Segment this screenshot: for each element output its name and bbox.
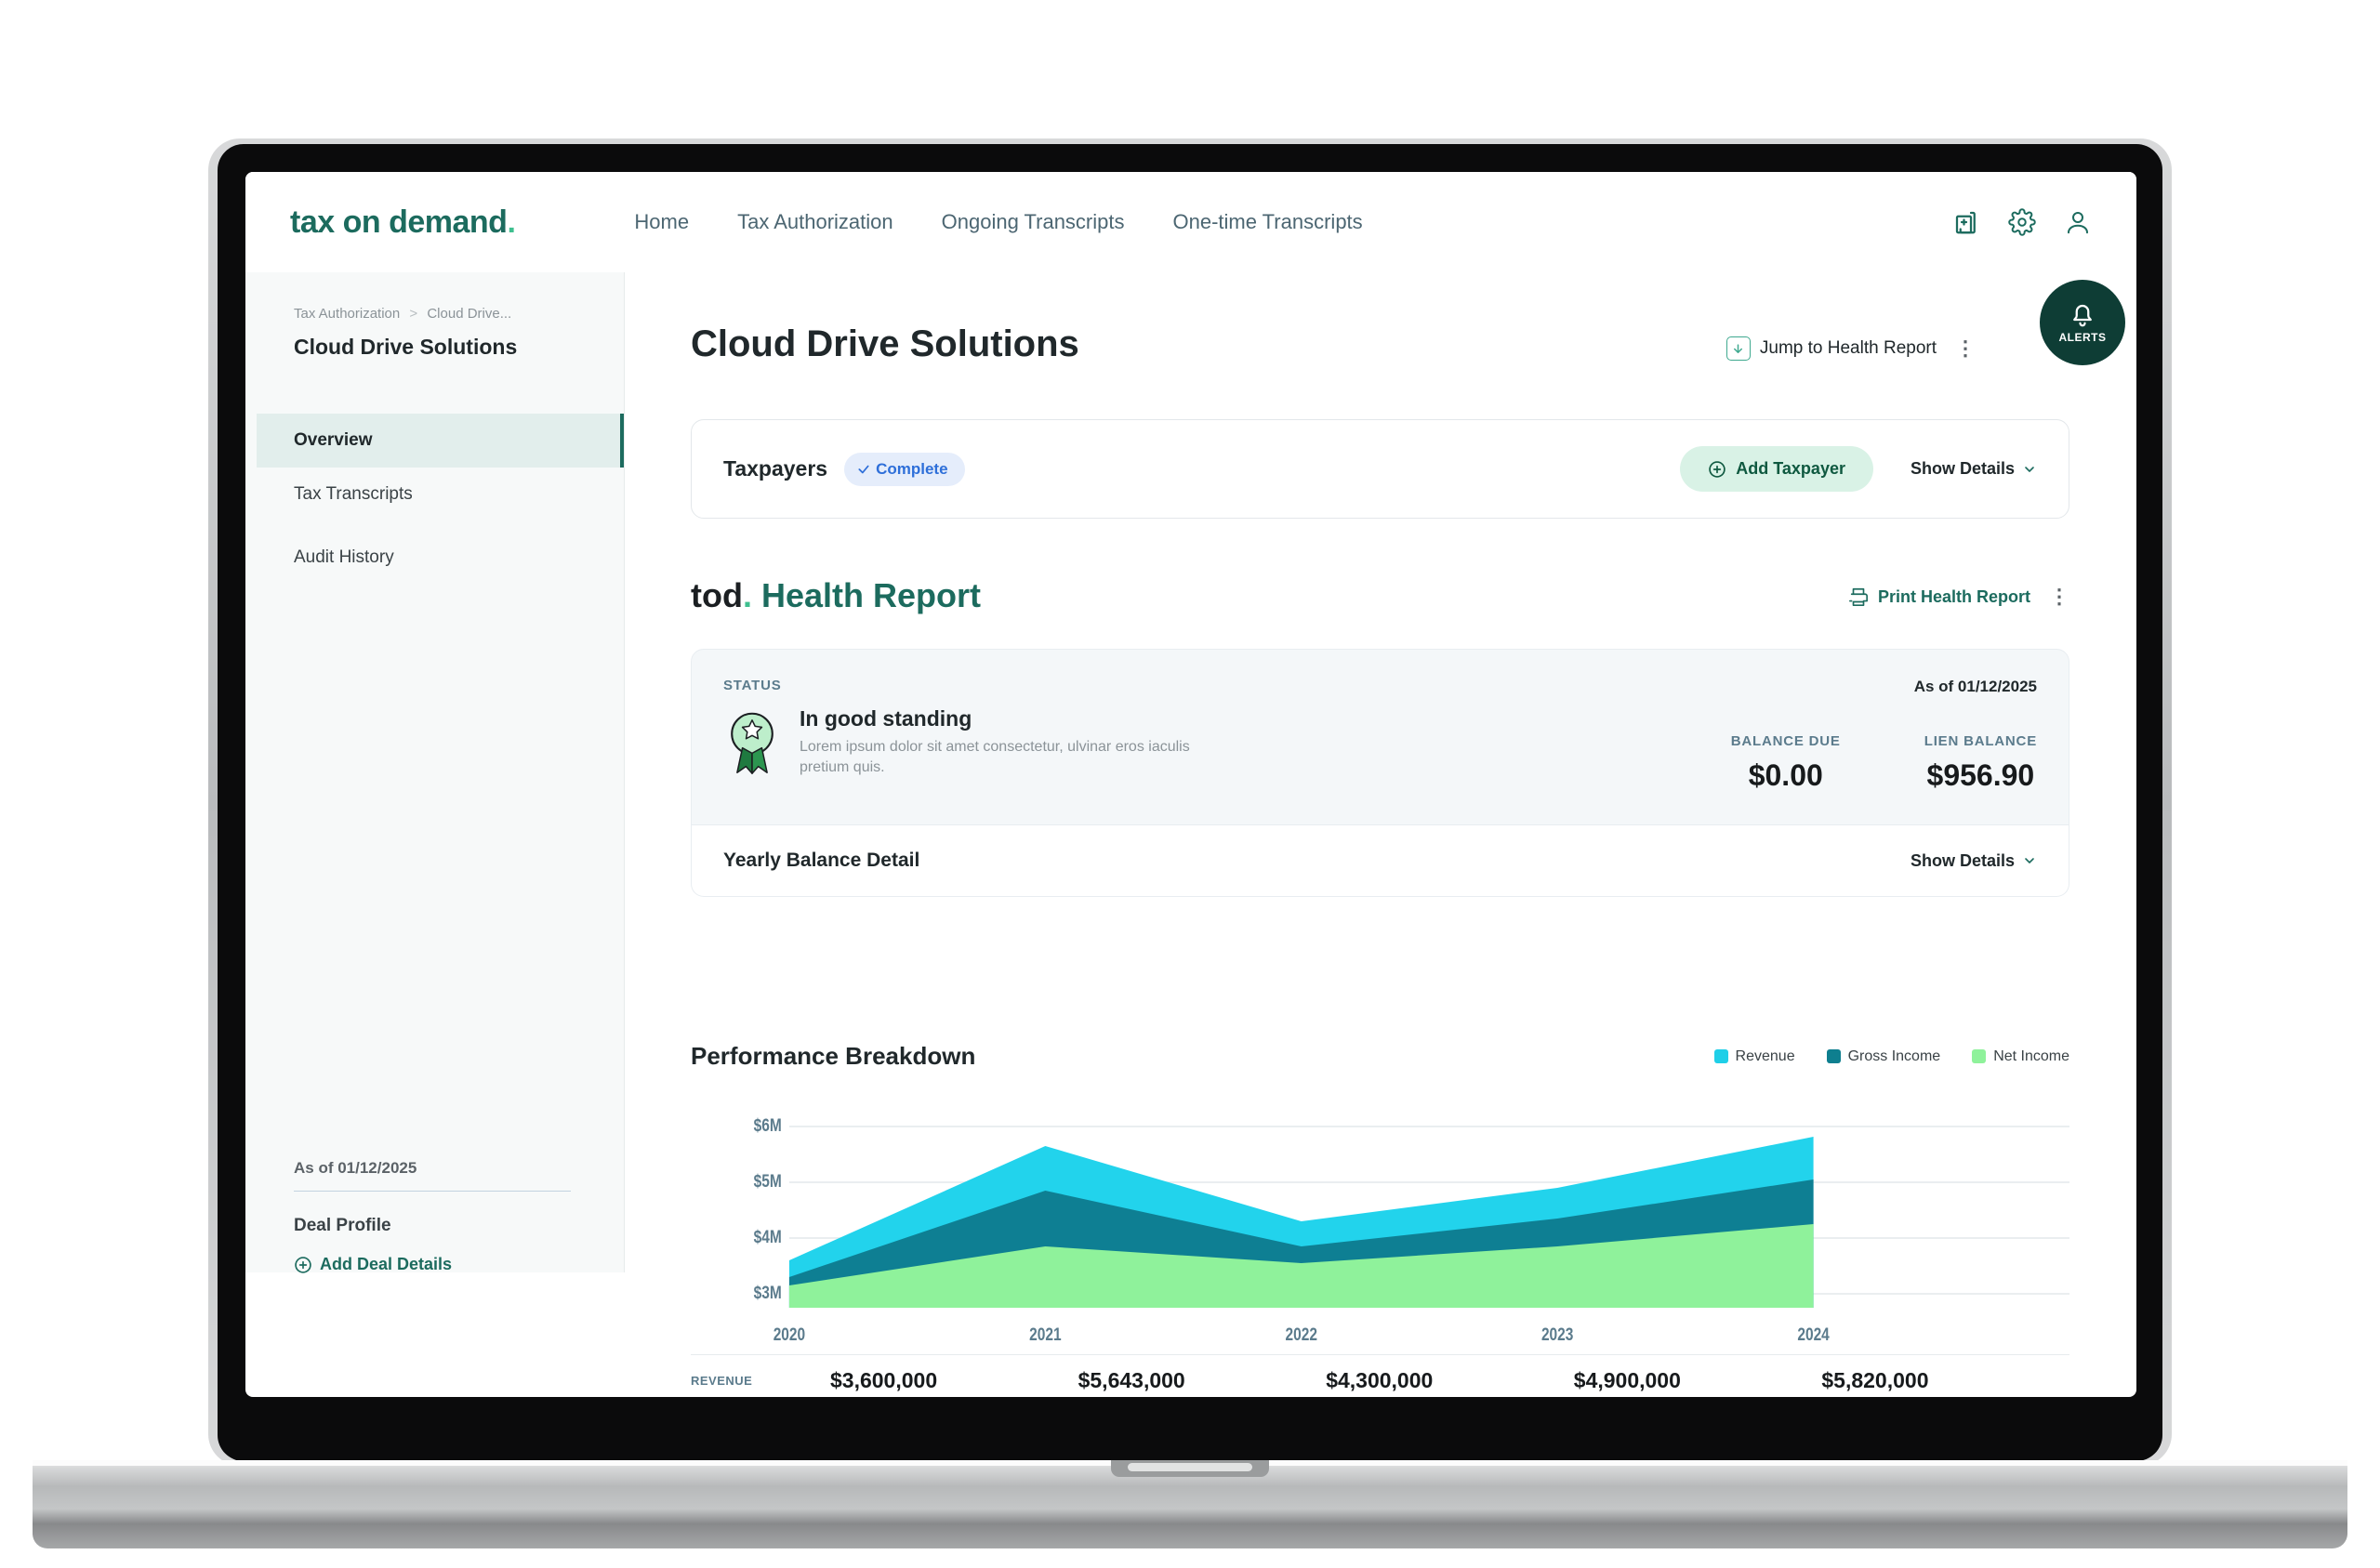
svg-text:2024: 2024: [1797, 1324, 1830, 1344]
svg-text:2021: 2021: [1029, 1324, 1062, 1344]
svg-text:2023: 2023: [1541, 1324, 1574, 1344]
svg-text:$6M: $6M: [754, 1117, 782, 1135]
svg-text:$3M: $3M: [754, 1282, 782, 1302]
svg-text:2022: 2022: [1286, 1324, 1317, 1344]
svg-text:$4M: $4M: [754, 1226, 782, 1246]
svg-text:2020: 2020: [774, 1324, 805, 1344]
svg-text:$5M: $5M: [754, 1170, 782, 1191]
